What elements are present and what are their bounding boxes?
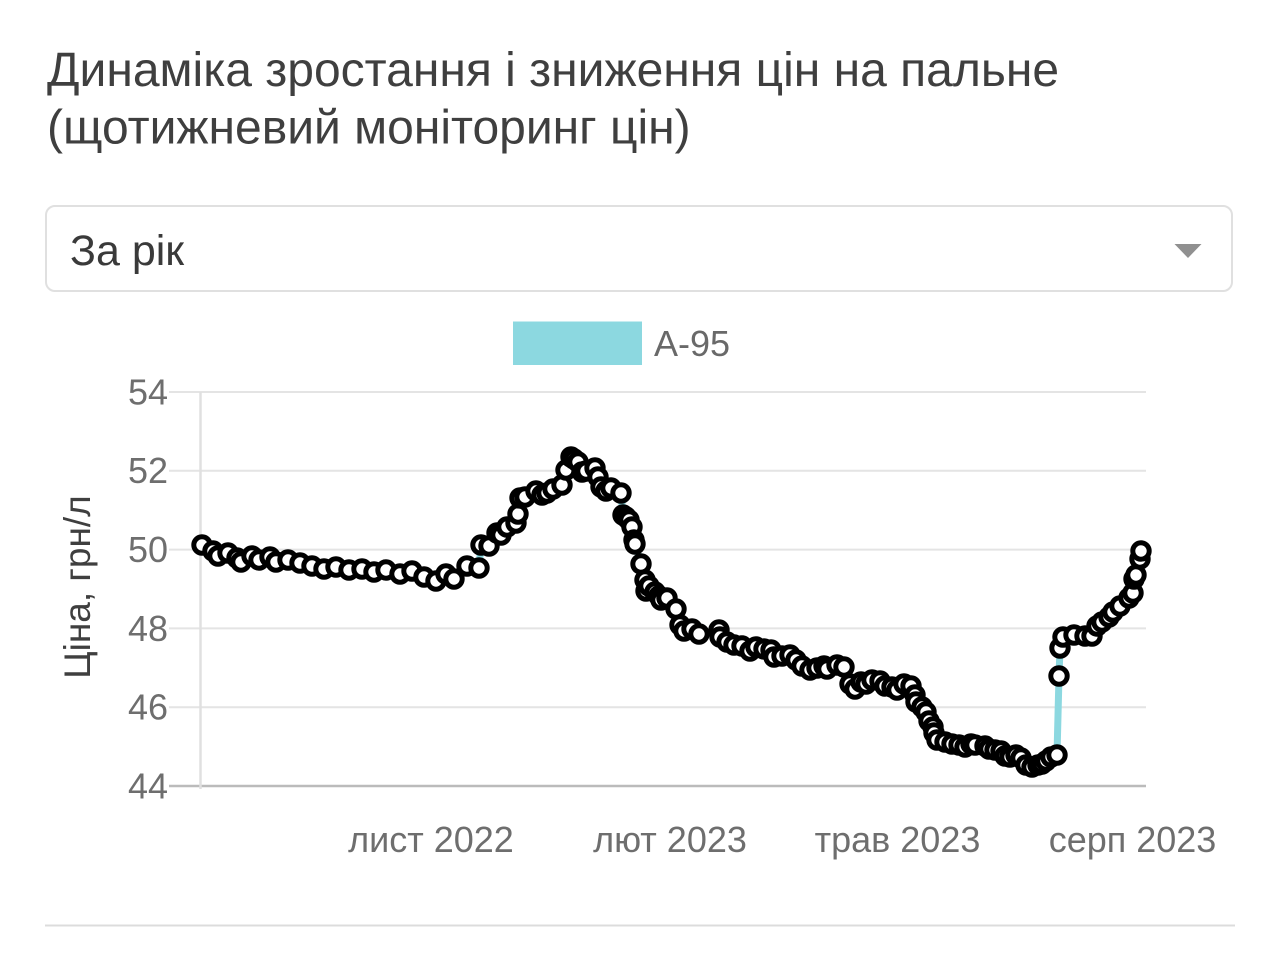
svg-text:(щотижневий моніторинг цін): (щотижневий моніторинг цін) (47, 102, 691, 155)
svg-text:52: 52 (128, 450, 168, 491)
svg-text:Ціна, грн/л: Ціна, грн/л (57, 495, 98, 679)
svg-text:44: 44 (128, 765, 168, 806)
svg-text:48: 48 (128, 608, 168, 649)
svg-text:А-95: А-95 (654, 323, 730, 364)
svg-text:трав 2023: трав 2023 (815, 819, 981, 860)
svg-text:лист 2022: лист 2022 (348, 819, 514, 860)
svg-text:Динаміка зростання і зниження: Динаміка зростання і зниження цін на пал… (47, 44, 1059, 97)
svg-text:46: 46 (128, 687, 168, 728)
svg-text:серп 2023: серп 2023 (1049, 819, 1217, 860)
svg-text:лют 2023: лют 2023 (593, 819, 747, 860)
svg-text:54: 54 (128, 371, 168, 412)
svg-text:50: 50 (128, 529, 168, 570)
svg-text:За рік: За рік (70, 227, 185, 275)
